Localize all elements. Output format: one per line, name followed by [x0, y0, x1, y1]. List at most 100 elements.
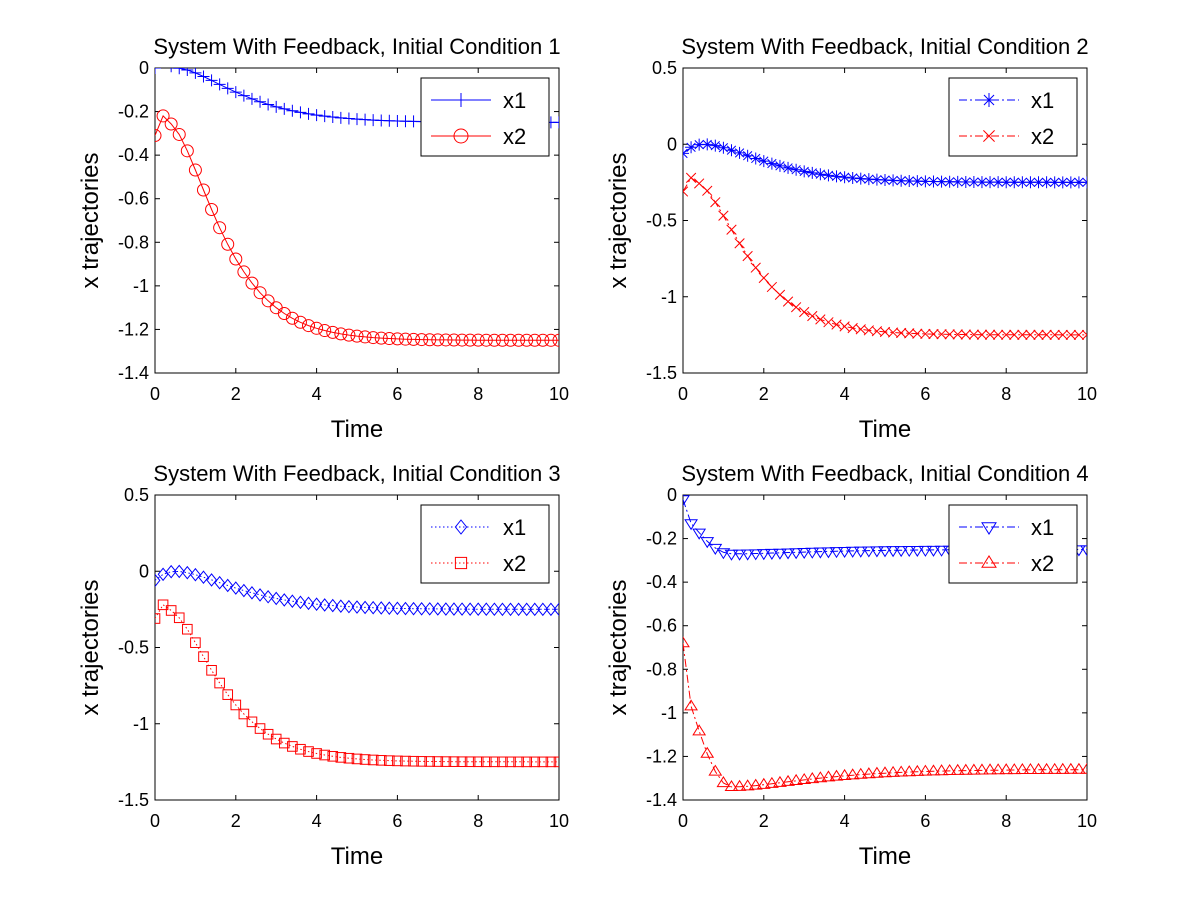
data-point-x2	[350, 329, 364, 343]
y-tick-label: -0.8	[118, 232, 149, 252]
data-point-x1	[327, 598, 339, 613]
y-tick-label: 0	[139, 58, 149, 78]
data-point-x1	[861, 546, 876, 558]
data-point-x2	[246, 716, 258, 728]
y-tick-label: 0	[139, 561, 149, 581]
data-point-x2	[407, 332, 421, 346]
data-point-x2	[732, 779, 747, 791]
data-point-x1	[732, 549, 747, 561]
data-point-x1	[343, 599, 355, 614]
data-point-x1	[351, 113, 363, 126]
data-point-x1	[879, 174, 891, 187]
data-point-x2	[213, 221, 227, 235]
x-tick-label: 8	[1001, 384, 1011, 404]
data-point-x1	[724, 549, 739, 561]
data-point-x2	[724, 779, 739, 792]
data-point-x2	[277, 306, 291, 320]
data-point-x1	[797, 547, 812, 560]
data-point-x1	[537, 602, 549, 617]
data-point-x2	[918, 764, 933, 776]
data-point-x2	[382, 332, 396, 346]
data-point-x1	[1032, 176, 1045, 189]
data-point-x2	[521, 756, 532, 768]
y-tick-label: 0	[667, 134, 677, 154]
data-point-x1	[456, 602, 468, 616]
plot-area	[683, 495, 1087, 792]
data-point-x1	[862, 173, 875, 186]
data-point-x2	[936, 329, 947, 340]
data-point-x2	[764, 776, 779, 788]
legend-box	[948, 504, 1078, 584]
data-point-x2	[270, 733, 282, 745]
y-axis-label: x trajectories	[605, 152, 632, 288]
data-point-x1	[749, 152, 762, 165]
plot-area	[155, 564, 559, 768]
data-point-x1	[391, 601, 403, 616]
data-point-x2	[821, 770, 836, 782]
data-point-x1	[733, 146, 746, 159]
data-point-x1	[1048, 176, 1061, 189]
chart-title: System With Feedback, Initial Condition …	[153, 461, 560, 486]
data-point-x2	[198, 651, 209, 662]
data-point-x2	[813, 771, 828, 783]
data-point-x2	[694, 178, 705, 189]
data-point-x1	[813, 547, 828, 559]
data-point-x2	[716, 776, 731, 788]
data-point-x2	[261, 294, 275, 308]
data-point-x2	[958, 763, 973, 775]
data-point-x2	[1023, 762, 1038, 774]
data-point-x2	[1047, 762, 1062, 774]
data-point-x1	[513, 602, 525, 617]
x-tick-label: 0	[150, 811, 160, 831]
data-point-x2	[424, 756, 436, 767]
series-line-x1	[155, 570, 559, 610]
x-tick-label: 2	[759, 384, 769, 404]
data-point-x2	[756, 777, 771, 789]
data-point-x2	[983, 763, 997, 775]
data-point-x2	[976, 329, 988, 340]
data-point-x1	[846, 171, 859, 184]
data-point-x1	[773, 159, 786, 172]
data-point-x2	[790, 302, 802, 313]
data-point-x1	[894, 546, 909, 558]
x-tick-label: 0	[678, 384, 688, 404]
data-point-x2	[237, 265, 251, 279]
data-point-x2	[463, 333, 477, 347]
legend-box	[420, 77, 550, 157]
legend-label-x1: x1	[503, 88, 526, 113]
data-point-x1	[870, 546, 884, 558]
legend-label-x2: x2	[1031, 551, 1054, 576]
data-point-x1	[764, 548, 779, 560]
data-point-x1	[878, 546, 892, 558]
data-point-x1	[464, 602, 476, 616]
data-point-x1	[198, 570, 209, 584]
data-point-x2	[156, 109, 170, 123]
data-point-x1	[903, 174, 916, 187]
legend-marker-x1	[454, 519, 468, 535]
data-point-x2	[390, 332, 404, 346]
data-point-x2	[448, 756, 460, 767]
data-point-x2	[495, 333, 509, 347]
data-point-x2	[912, 328, 923, 339]
data-point-x2	[165, 605, 177, 616]
y-tick-label: 0.5	[652, 58, 677, 78]
y-tick-label: -1.2	[118, 319, 149, 339]
data-point-x2	[797, 772, 812, 785]
data-point-x1	[553, 116, 559, 129]
data-point-x1	[214, 575, 226, 590]
data-point-x1	[326, 111, 339, 124]
data-point-x2	[750, 262, 761, 273]
data-point-x2	[544, 333, 558, 347]
data-point-x2	[960, 329, 971, 340]
data-point-x2	[367, 754, 379, 766]
x-tick-label: 8	[473, 811, 483, 831]
data-point-x2	[1025, 329, 1036, 340]
data-point-x2	[287, 741, 298, 752]
data-point-x1	[521, 602, 533, 617]
data-point-x1	[984, 176, 997, 189]
data-point-x2	[928, 328, 939, 340]
data-point-x2	[553, 756, 559, 768]
data-point-x2	[782, 296, 794, 307]
